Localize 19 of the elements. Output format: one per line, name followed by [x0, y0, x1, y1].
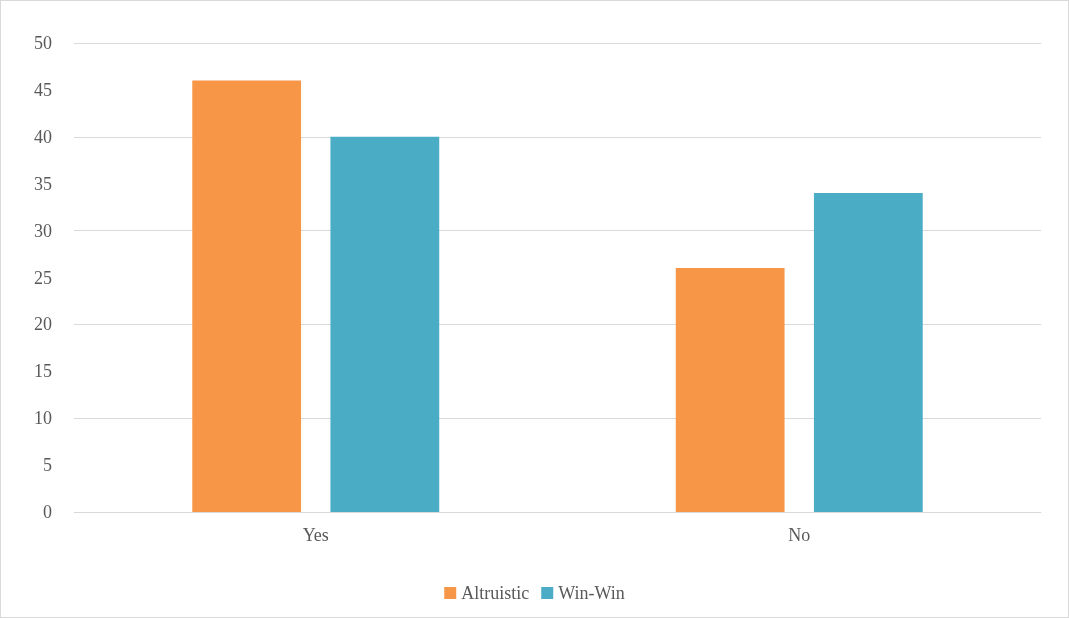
y-tick-label: 25	[34, 267, 52, 288]
x-tick-label: Yes	[302, 525, 329, 545]
y-tick-label: 20	[34, 314, 52, 335]
y-tick-label: 50	[34, 33, 52, 53]
bar	[192, 80, 302, 512]
y-tick-label: 0	[43, 502, 52, 522]
bar	[675, 268, 785, 512]
y-tick-label: 10	[34, 408, 52, 429]
bar	[813, 193, 923, 512]
legend-label: Altruistic	[461, 583, 530, 603]
y-tick-label: 40	[34, 126, 52, 147]
y-tick-label: 45	[34, 79, 52, 100]
y-tick-label: 5	[43, 455, 52, 476]
y-tick-label: 35	[34, 173, 52, 194]
y-tick-label: 15	[34, 361, 52, 382]
y-tick-label: 30	[34, 220, 52, 241]
bar	[330, 136, 440, 512]
legend-label: Win-Win	[558, 583, 625, 603]
x-tick-label: No	[788, 525, 811, 545]
